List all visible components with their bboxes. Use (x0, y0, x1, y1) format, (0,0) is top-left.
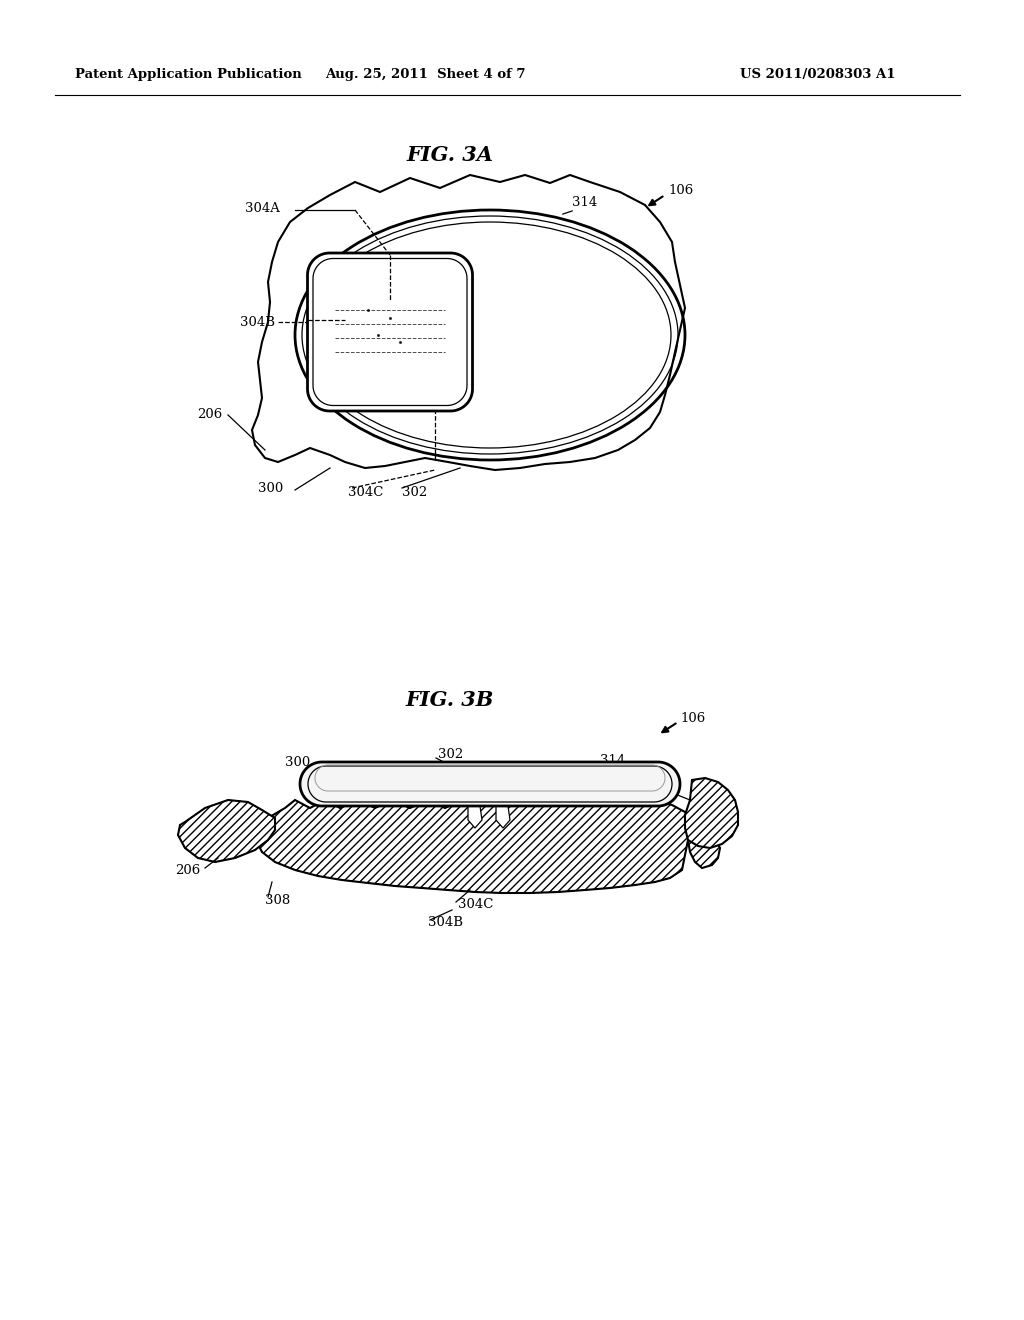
Polygon shape (256, 800, 720, 894)
Text: 304B: 304B (240, 315, 275, 329)
Text: 304C: 304C (458, 899, 494, 912)
Text: 314: 314 (600, 754, 626, 767)
Text: Aug. 25, 2011  Sheet 4 of 7: Aug. 25, 2011 Sheet 4 of 7 (325, 69, 525, 81)
Polygon shape (496, 807, 510, 828)
Text: 308: 308 (265, 894, 290, 907)
Text: 304C: 304C (348, 486, 383, 499)
Polygon shape (300, 762, 680, 807)
Text: 302: 302 (402, 486, 427, 499)
Text: 302: 302 (438, 748, 463, 762)
Text: FIG. 3A: FIG. 3A (407, 145, 494, 165)
Text: 206: 206 (197, 408, 222, 421)
Text: US 2011/0208303 A1: US 2011/0208303 A1 (740, 69, 896, 81)
Text: Patent Application Publication: Patent Application Publication (75, 69, 302, 81)
Text: 300: 300 (258, 482, 284, 495)
Text: 300: 300 (285, 755, 310, 768)
Text: 106: 106 (668, 183, 693, 197)
Text: 206: 206 (175, 863, 200, 876)
Polygon shape (252, 176, 685, 470)
Text: 304A: 304A (245, 202, 280, 214)
Polygon shape (468, 807, 482, 828)
Text: 314: 314 (572, 195, 597, 209)
Text: 106: 106 (680, 711, 706, 725)
Polygon shape (178, 800, 275, 862)
Text: FIG. 3B: FIG. 3B (406, 690, 495, 710)
Polygon shape (307, 253, 472, 411)
Polygon shape (685, 777, 738, 847)
Text: 304B: 304B (428, 916, 463, 928)
